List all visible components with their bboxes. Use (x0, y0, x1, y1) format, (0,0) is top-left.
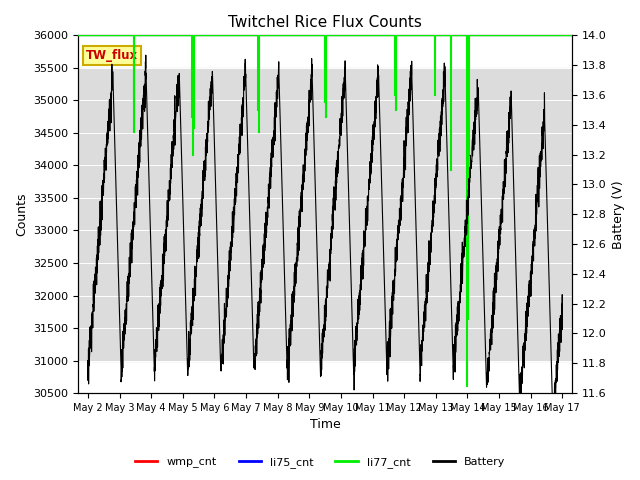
Legend: wmp_cnt, li75_cnt, li77_cnt, Battery: wmp_cnt, li75_cnt, li77_cnt, Battery (131, 452, 509, 472)
Title: Twitchel Rice Flux Counts: Twitchel Rice Flux Counts (228, 15, 422, 30)
Bar (79, 68, 572, 360)
Text: TW_flux: TW_flux (86, 48, 138, 61)
X-axis label: Time: Time (310, 419, 340, 432)
Y-axis label: Counts: Counts (15, 192, 28, 236)
Y-axis label: Battery (V): Battery (V) (612, 180, 625, 249)
